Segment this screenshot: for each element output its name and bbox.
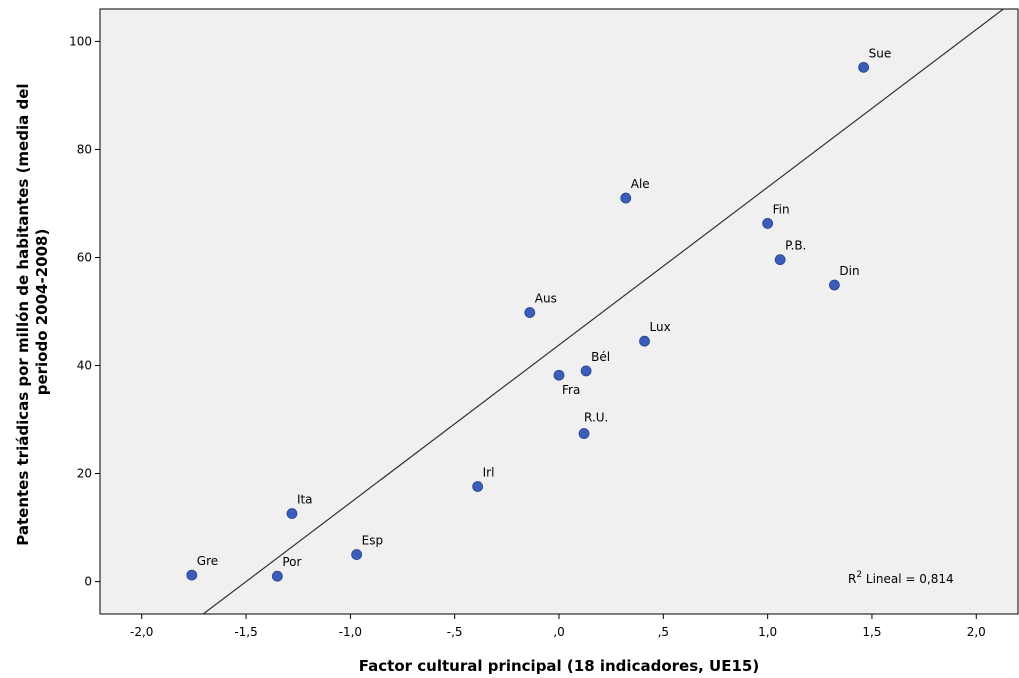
x-tick-label: ,5 (658, 625, 669, 639)
fit-line (202, 8, 1004, 615)
point-label: Fra (562, 383, 580, 397)
y-tick-label: 100 (69, 34, 92, 48)
data-point (580, 365, 592, 377)
data-point (578, 428, 590, 439)
point-label: Lux (650, 320, 671, 334)
x-tick-label: -2,0 (130, 625, 153, 639)
data-point (271, 570, 283, 582)
y-axis: 0 20 40 60 80 100 (69, 34, 100, 589)
point-label: Ita (297, 493, 313, 507)
y-tick-label: 60 (77, 250, 92, 264)
x-tick-label: 2,0 (967, 625, 986, 639)
point-label: Irl (483, 466, 495, 480)
data-point (620, 192, 632, 204)
data-point (762, 218, 774, 229)
x-tick-label: 1,5 (862, 625, 881, 639)
data-point (524, 307, 536, 318)
point-label: Fin (773, 202, 790, 216)
x-tick-label: -1,5 (234, 625, 257, 639)
point-label: Din (839, 264, 859, 278)
point-label: P.B. (785, 239, 806, 253)
x-tick-label: -,5 (447, 625, 463, 639)
x-tick-label: ,0 (553, 625, 564, 639)
x-axis-title: Factor cultural principal (18 indicadore… (359, 657, 759, 675)
point-label: R.U. (584, 411, 608, 425)
plot-area (99, 8, 1019, 615)
data-point (472, 481, 484, 492)
data-point (858, 61, 870, 73)
data-point (351, 549, 363, 560)
data-point (553, 369, 565, 381)
x-axis: -2,0 -1,5 -1,0 -,5 ,0 ,5 1,0 1,5 2,0 (130, 614, 986, 639)
r2-text: Lineal = 0,814 (862, 572, 954, 586)
point-label: Gre (197, 554, 218, 568)
r2-prefix: R (848, 572, 856, 586)
y-tick-label: 80 (77, 142, 92, 156)
data-point (639, 335, 650, 347)
points-layer: Gre Por Ita Esp Irl Aus Fra Bél R.U. Ale Lux Fin P.B… (186, 46, 892, 582)
data-point (774, 254, 786, 266)
y-axis-title-line-1: Patentes triádicas por millón de habitan… (14, 83, 32, 545)
point-label: Sue (869, 46, 892, 60)
r2-annotation: R2 Lineal = 0,814 (848, 570, 954, 586)
y-axis-title-line-2: periodo 2004-2008) (33, 229, 51, 396)
y-tick-label: 40 (77, 359, 92, 373)
x-tick-label: -1,0 (339, 625, 362, 639)
point-label: Bél (591, 350, 610, 364)
y-axis-title: Patentes triádicas por millón de habitan… (14, 78, 51, 545)
point-label: Por (282, 555, 301, 569)
point-label: Ale (631, 177, 650, 191)
data-point (829, 279, 840, 291)
y-tick-label: 0 (84, 575, 92, 589)
r2-superscript: 2 (856, 570, 862, 580)
x-tick-label: 1,0 (758, 625, 777, 639)
point-label: Esp (362, 534, 383, 548)
y-tick-label: 20 (77, 467, 92, 481)
data-point (186, 569, 198, 581)
data-point (286, 508, 298, 519)
point-label: Aus (535, 292, 557, 306)
